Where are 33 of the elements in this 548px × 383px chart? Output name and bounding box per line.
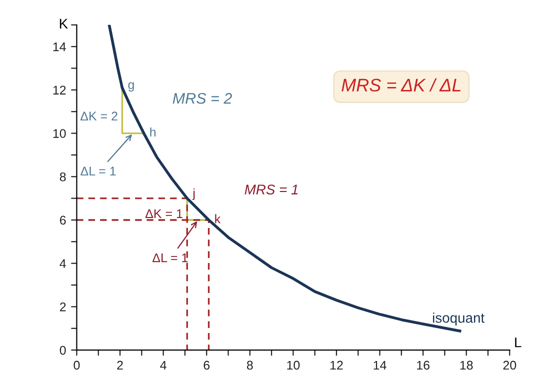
series-label: isoquant <box>433 312 484 326</box>
y-tick-label: 6 <box>60 216 66 225</box>
y-tick-label: 0 <box>60 346 66 355</box>
x-axis-title: L <box>515 338 522 348</box>
y-tick-label: 14 <box>53 42 66 52</box>
y-tick-label: 8 <box>60 172 66 182</box>
x-tick-label: 14 <box>374 360 386 370</box>
x-tick-label: 10 <box>287 360 300 370</box>
annotation: j <box>192 188 195 200</box>
annotation: g <box>128 82 134 92</box>
y-tick-label: 2 <box>60 302 66 312</box>
y-axis-title: K <box>60 18 68 28</box>
x-tick-label: 6 <box>204 360 210 370</box>
x-tick-label: 2 <box>117 360 123 370</box>
x-tick-label: 8 <box>246 360 253 370</box>
y-tick-label: 12 <box>53 86 66 94</box>
x-tick-label: 16 <box>417 360 430 370</box>
x-tick-label: 20 <box>503 360 516 370</box>
x-tick-label: 0 <box>74 360 80 370</box>
annotation: ΔL = 1 <box>80 166 116 176</box>
x-tick-label: 18 <box>460 360 473 370</box>
annotation: MRS = 2 <box>172 92 232 104</box>
annotation: k <box>215 214 221 224</box>
annotation: MRS = ΔK / ΔL <box>342 78 461 92</box>
annotation: MRS = 1 <box>244 184 298 194</box>
x-tick-label: 4 <box>160 360 166 370</box>
annotation: h <box>150 127 156 137</box>
y-tick-label: 10 <box>53 129 66 138</box>
annotation: ΔL = 1 <box>152 254 188 262</box>
annotation: ΔK = 1 <box>145 209 182 218</box>
x-tick-label: 12 <box>330 360 343 370</box>
y-tick-label: 4 <box>60 259 66 268</box>
annotation: ΔK = 2 <box>80 112 118 120</box>
